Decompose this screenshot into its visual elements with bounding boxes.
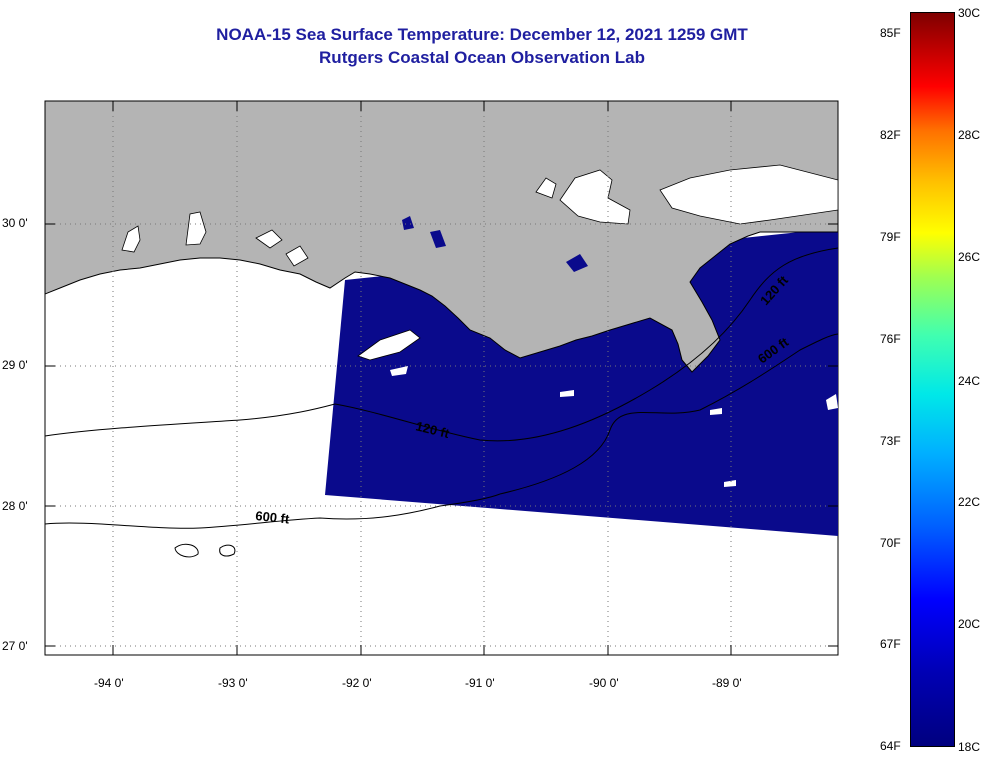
sst-inland-patch [402, 216, 414, 230]
grid-lines [45, 101, 838, 655]
lon-label: -94 0' [94, 676, 124, 690]
colorbar-c-label: 22C [958, 495, 981, 509]
contour-label: 600 ft [255, 508, 291, 527]
colorbar-c-label: 20C [958, 617, 981, 631]
lake-calcasieu [185, 211, 207, 246]
colorbar-f-label: 64F [880, 739, 901, 753]
contour-600ft-eddy [219, 544, 236, 557]
lon-label: -90 0' [589, 676, 619, 690]
water-patch [357, 329, 421, 361]
map-title: NOAA-15 Sea Surface Temperature: Decembe… [216, 25, 748, 44]
lat-label: 30 0' [2, 216, 28, 230]
lake-grand [255, 229, 283, 249]
contour-600ft-east [499, 333, 839, 495]
lat-label: 28 0' [2, 499, 28, 513]
lake-maurepas [535, 177, 557, 199]
lake-pontchartrain [559, 169, 631, 225]
lake-sabine [121, 225, 141, 253]
cloud-gap [560, 390, 574, 397]
lat-label: 29 0' [2, 358, 28, 372]
temperature-colorbar [910, 12, 955, 747]
lon-label: -93 0' [218, 676, 248, 690]
lon-label: -92 0' [342, 676, 372, 690]
cloud-gap [826, 394, 838, 410]
contour-600ft-west [44, 493, 501, 529]
colorbar-f-label: 70F [880, 536, 901, 550]
colorbar-f-label: 67F [880, 637, 901, 651]
sst-inland-patch [430, 230, 446, 248]
contour-120ft-east [334, 247, 839, 442]
colorbar-c-label: 28C [958, 128, 981, 142]
lon-label: -89 0' [712, 676, 742, 690]
lon-label: -91 0' [465, 676, 495, 690]
axis-ticks [45, 101, 838, 655]
sst-inland-patch [566, 254, 588, 272]
colorbar-f-label: 76F [880, 332, 901, 346]
colorbar-f-label: 82F [880, 128, 901, 142]
cloud-gap [390, 366, 408, 376]
contour-600ft-eddy [174, 543, 199, 558]
lat-label: 27 0' [2, 639, 28, 653]
colorbar-c-label: 24C [958, 374, 981, 388]
colorbar-f-label: 79F [880, 230, 901, 244]
colorbar-c-label: 18C [958, 740, 981, 754]
colorbar-c-label: 26C [958, 250, 981, 264]
map-subtitle: Rutgers Coastal Ocean Observation Lab [319, 48, 645, 67]
cloud-gap [710, 408, 722, 415]
colorbar-f-label: 73F [880, 434, 901, 448]
colorbar-f-label: 85F [880, 26, 901, 40]
lake-borgne [659, 164, 838, 225]
contour-120ft-west [44, 403, 336, 437]
cloud-gap [724, 480, 736, 487]
colorbar-c-label: 30C [958, 6, 981, 20]
lake-white [285, 245, 309, 267]
